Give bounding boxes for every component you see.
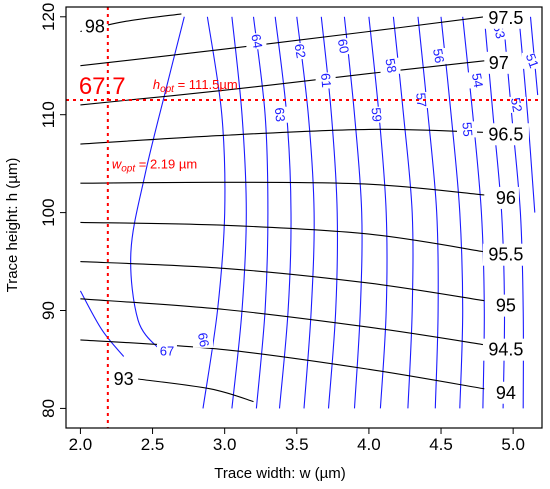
optimum-value-label: 67.7 xyxy=(79,73,126,100)
blue-contour-52 xyxy=(518,16,536,213)
black-contour-label-97.5: 97.5 xyxy=(488,8,523,28)
black-contour-label-94: 94 xyxy=(496,383,516,403)
black-contour-93 xyxy=(138,378,254,403)
optimum-height-annotation: hopt = 111.5µm xyxy=(153,77,238,95)
blue-contour-59 xyxy=(368,16,388,409)
black-contour-label-96.5: 96.5 xyxy=(488,124,523,144)
black-contour-97.5 xyxy=(80,16,485,67)
blue-label-bg-56 xyxy=(428,47,449,64)
black-contour-label-98: 98 xyxy=(85,17,105,37)
blue-contour-67 xyxy=(130,16,185,351)
blue-label-bg-58 xyxy=(380,57,401,74)
blue-label-bg-66 xyxy=(193,331,214,348)
blue-contour-56 xyxy=(440,16,464,409)
black-contour-label-95.5: 95.5 xyxy=(488,245,523,265)
blue-label-bg-62 xyxy=(289,43,310,60)
blue-contour-label-59: 59 xyxy=(369,107,385,123)
blue-label-bg-55 xyxy=(456,121,477,138)
y-tick-label-110: 110 xyxy=(39,101,58,128)
blue-label-bg-63 xyxy=(269,106,290,123)
black-label-bg-95 xyxy=(492,294,519,317)
black-contour-label-96: 96 xyxy=(496,188,516,208)
black-contour-95 xyxy=(80,261,485,302)
black-contour-96 xyxy=(80,181,485,196)
black-label-bg-98 xyxy=(81,15,108,38)
blue-contour-label-67: 67 xyxy=(160,344,174,359)
black-label-bg-93 xyxy=(110,368,137,391)
black-label-bg-97 xyxy=(485,51,512,74)
blue-label-bg-54 xyxy=(467,72,488,89)
black-label-bg-95.5 xyxy=(482,243,529,266)
blue-contour-65 xyxy=(231,16,247,409)
blue-contour-66 xyxy=(202,16,226,409)
x-tick-label-3.5: 3.5 xyxy=(285,435,309,454)
black-contour-95.5 xyxy=(80,221,485,253)
blue-label-bg-61 xyxy=(315,72,336,89)
black-label-bg-94 xyxy=(492,381,519,404)
optimum-width-annotation: wopt = 2.19 µm xyxy=(112,157,197,175)
blue-contour-label-62: 62 xyxy=(292,43,309,60)
x-tick-label-2.0: 2.0 xyxy=(69,435,93,454)
blue-contour-label-57: 57 xyxy=(413,92,429,108)
black-contour-label-94.5: 94.5 xyxy=(488,340,523,360)
black-contour-96.5 xyxy=(80,128,485,145)
plot-frame xyxy=(65,6,543,429)
blue-contour-62 xyxy=(296,16,315,409)
black-contour-label-97: 97 xyxy=(489,53,509,73)
x-tick-label-2.5: 2.5 xyxy=(141,435,165,454)
blue-contour-67-branch xyxy=(79,290,125,357)
blue-contour-label-56: 56 xyxy=(430,47,447,64)
y-tick-label-100: 100 xyxy=(39,198,58,226)
x-axis-title: Trace width: w (µm) xyxy=(214,465,345,482)
blue-contour-57 xyxy=(417,16,439,409)
blue-contour-64 xyxy=(252,16,269,409)
black-label-bg-94.5 xyxy=(482,338,529,361)
blue-contour-label-63: 63 xyxy=(272,107,288,123)
blue-contour-60 xyxy=(343,16,363,409)
axis-ticks: 2.0 2.5 3.0 3.5 4.0 4.5 5.0 80 90 100 110 120 xyxy=(39,3,525,454)
y-tick-label-120: 120 xyxy=(39,3,58,31)
black-contour-94.5 xyxy=(80,298,485,346)
black-contour-97 xyxy=(80,60,485,106)
blue-contour-label-55: 55 xyxy=(459,121,475,137)
black-contour-label-95: 95 xyxy=(496,296,516,316)
y-tick-label-90: 90 xyxy=(39,301,58,320)
blue-label-bg-51 xyxy=(521,52,542,69)
blue-contour-63 xyxy=(274,16,292,409)
blue-label-bg-59 xyxy=(366,106,387,123)
x-tick-label-4.0: 4.0 xyxy=(357,435,381,454)
blue-contour-label-66: 66 xyxy=(195,331,212,348)
blue-contour-label-52: 52 xyxy=(508,96,525,113)
y-axis-title: Trace height: h (µm) xyxy=(4,158,21,293)
blue-label-bg-64 xyxy=(246,33,267,50)
black-label-bg-96.5 xyxy=(482,123,529,146)
blue-contour-label-58: 58 xyxy=(382,57,399,74)
blue-contour-label-64: 64 xyxy=(248,33,265,50)
blue-label-bg-60 xyxy=(332,38,353,55)
black-label-bg-96 xyxy=(492,186,519,209)
x-tick-label-5.0: 5.0 xyxy=(501,435,525,454)
blue-contour-label-61: 61 xyxy=(318,73,334,89)
y-tick-label-80: 80 xyxy=(39,399,58,418)
black-contour-94 xyxy=(80,339,485,390)
blue-contour-label-54: 54 xyxy=(469,72,486,89)
black-contour-label-93: 93 xyxy=(114,369,134,389)
blue-contour-label-51: 51 xyxy=(523,51,542,70)
blue-contour-58 xyxy=(392,16,414,409)
x-tick-label-4.5: 4.5 xyxy=(429,435,453,454)
blue-contour-label-60: 60 xyxy=(335,38,352,55)
blue-label-bg-67 xyxy=(156,343,177,360)
black-label-bg-97.5 xyxy=(482,7,529,29)
x-tick-label-3.0: 3.0 xyxy=(213,435,237,454)
blue-label-bg-57 xyxy=(410,92,431,109)
